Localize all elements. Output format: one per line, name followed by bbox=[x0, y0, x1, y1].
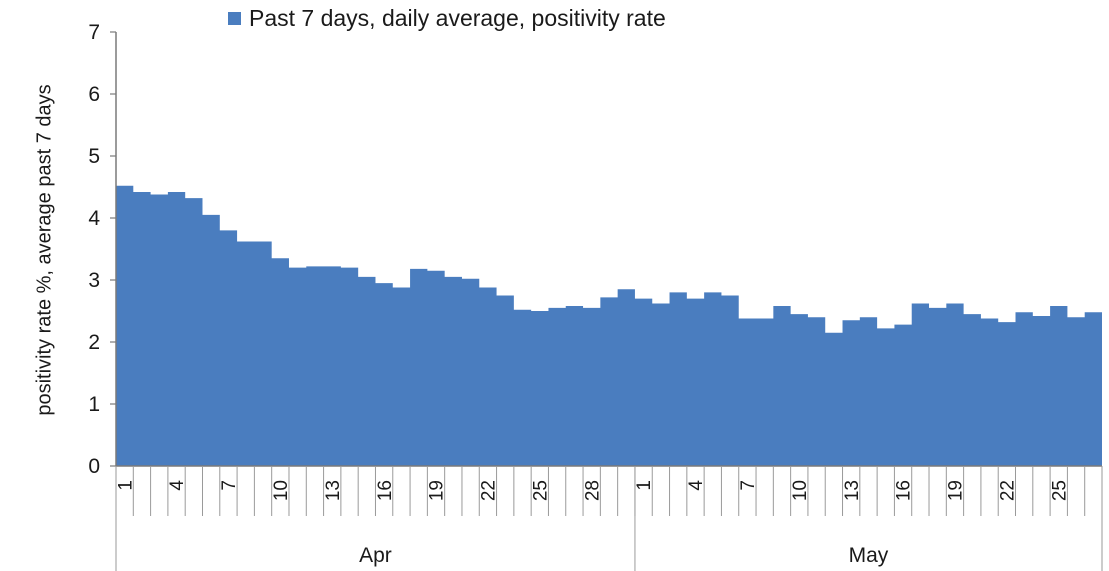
y-tick-labels: 0 1 2 3 4 5 6 7 bbox=[88, 21, 100, 478]
legend-label: Past 7 days, daily average, positivity r… bbox=[249, 5, 666, 31]
x-tick-label: 13 bbox=[323, 480, 344, 501]
legend-swatch bbox=[228, 12, 241, 25]
x-tick-label: 19 bbox=[427, 480, 448, 501]
x-tick-label: 1 bbox=[115, 480, 136, 491]
axes bbox=[110, 31, 1103, 571]
month-labels: Apr May bbox=[359, 544, 889, 567]
x-tick-label: 19 bbox=[946, 480, 967, 501]
area-series bbox=[116, 185, 1102, 466]
month-label: Apr bbox=[359, 544, 392, 567]
x-tick-labels: 1 4 7 10 13 16 19 22 25 28 1 4 7 10 13 16 19 22 25 bbox=[115, 480, 1070, 502]
y-tick-label: 7 bbox=[88, 21, 100, 44]
x-tick-label: 7 bbox=[219, 480, 240, 491]
x-tick-label: 16 bbox=[894, 480, 915, 501]
x-tick-label: 10 bbox=[271, 480, 292, 501]
x-tick-label: 25 bbox=[1049, 480, 1070, 501]
y-tick-label: 5 bbox=[88, 145, 100, 168]
y-tick-label: 6 bbox=[88, 83, 100, 106]
y-tick-label: 2 bbox=[88, 331, 100, 354]
y-tick-label: 0 bbox=[88, 455, 100, 478]
month-label: May bbox=[849, 544, 889, 567]
y-tick-label: 4 bbox=[88, 207, 100, 230]
x-tick-label: 7 bbox=[738, 480, 759, 491]
x-tick-label: 25 bbox=[530, 480, 551, 501]
area-fill bbox=[116, 185, 1102, 466]
x-tick-label: 22 bbox=[998, 480, 1019, 501]
x-tick-label: 1 bbox=[634, 480, 655, 491]
legend: Past 7 days, daily average, positivity r… bbox=[228, 5, 666, 32]
x-tick-label: 22 bbox=[479, 480, 500, 501]
y-tick-label: 1 bbox=[88, 393, 100, 416]
x-tick-label: 4 bbox=[686, 480, 707, 491]
y-tick-label: 3 bbox=[88, 269, 100, 292]
x-tick-label: 28 bbox=[582, 480, 603, 501]
x-tick-label: 10 bbox=[790, 480, 811, 501]
x-tick-label: 4 bbox=[167, 480, 188, 491]
x-tick-label: 16 bbox=[375, 480, 396, 501]
x-tick-label: 13 bbox=[842, 480, 863, 501]
